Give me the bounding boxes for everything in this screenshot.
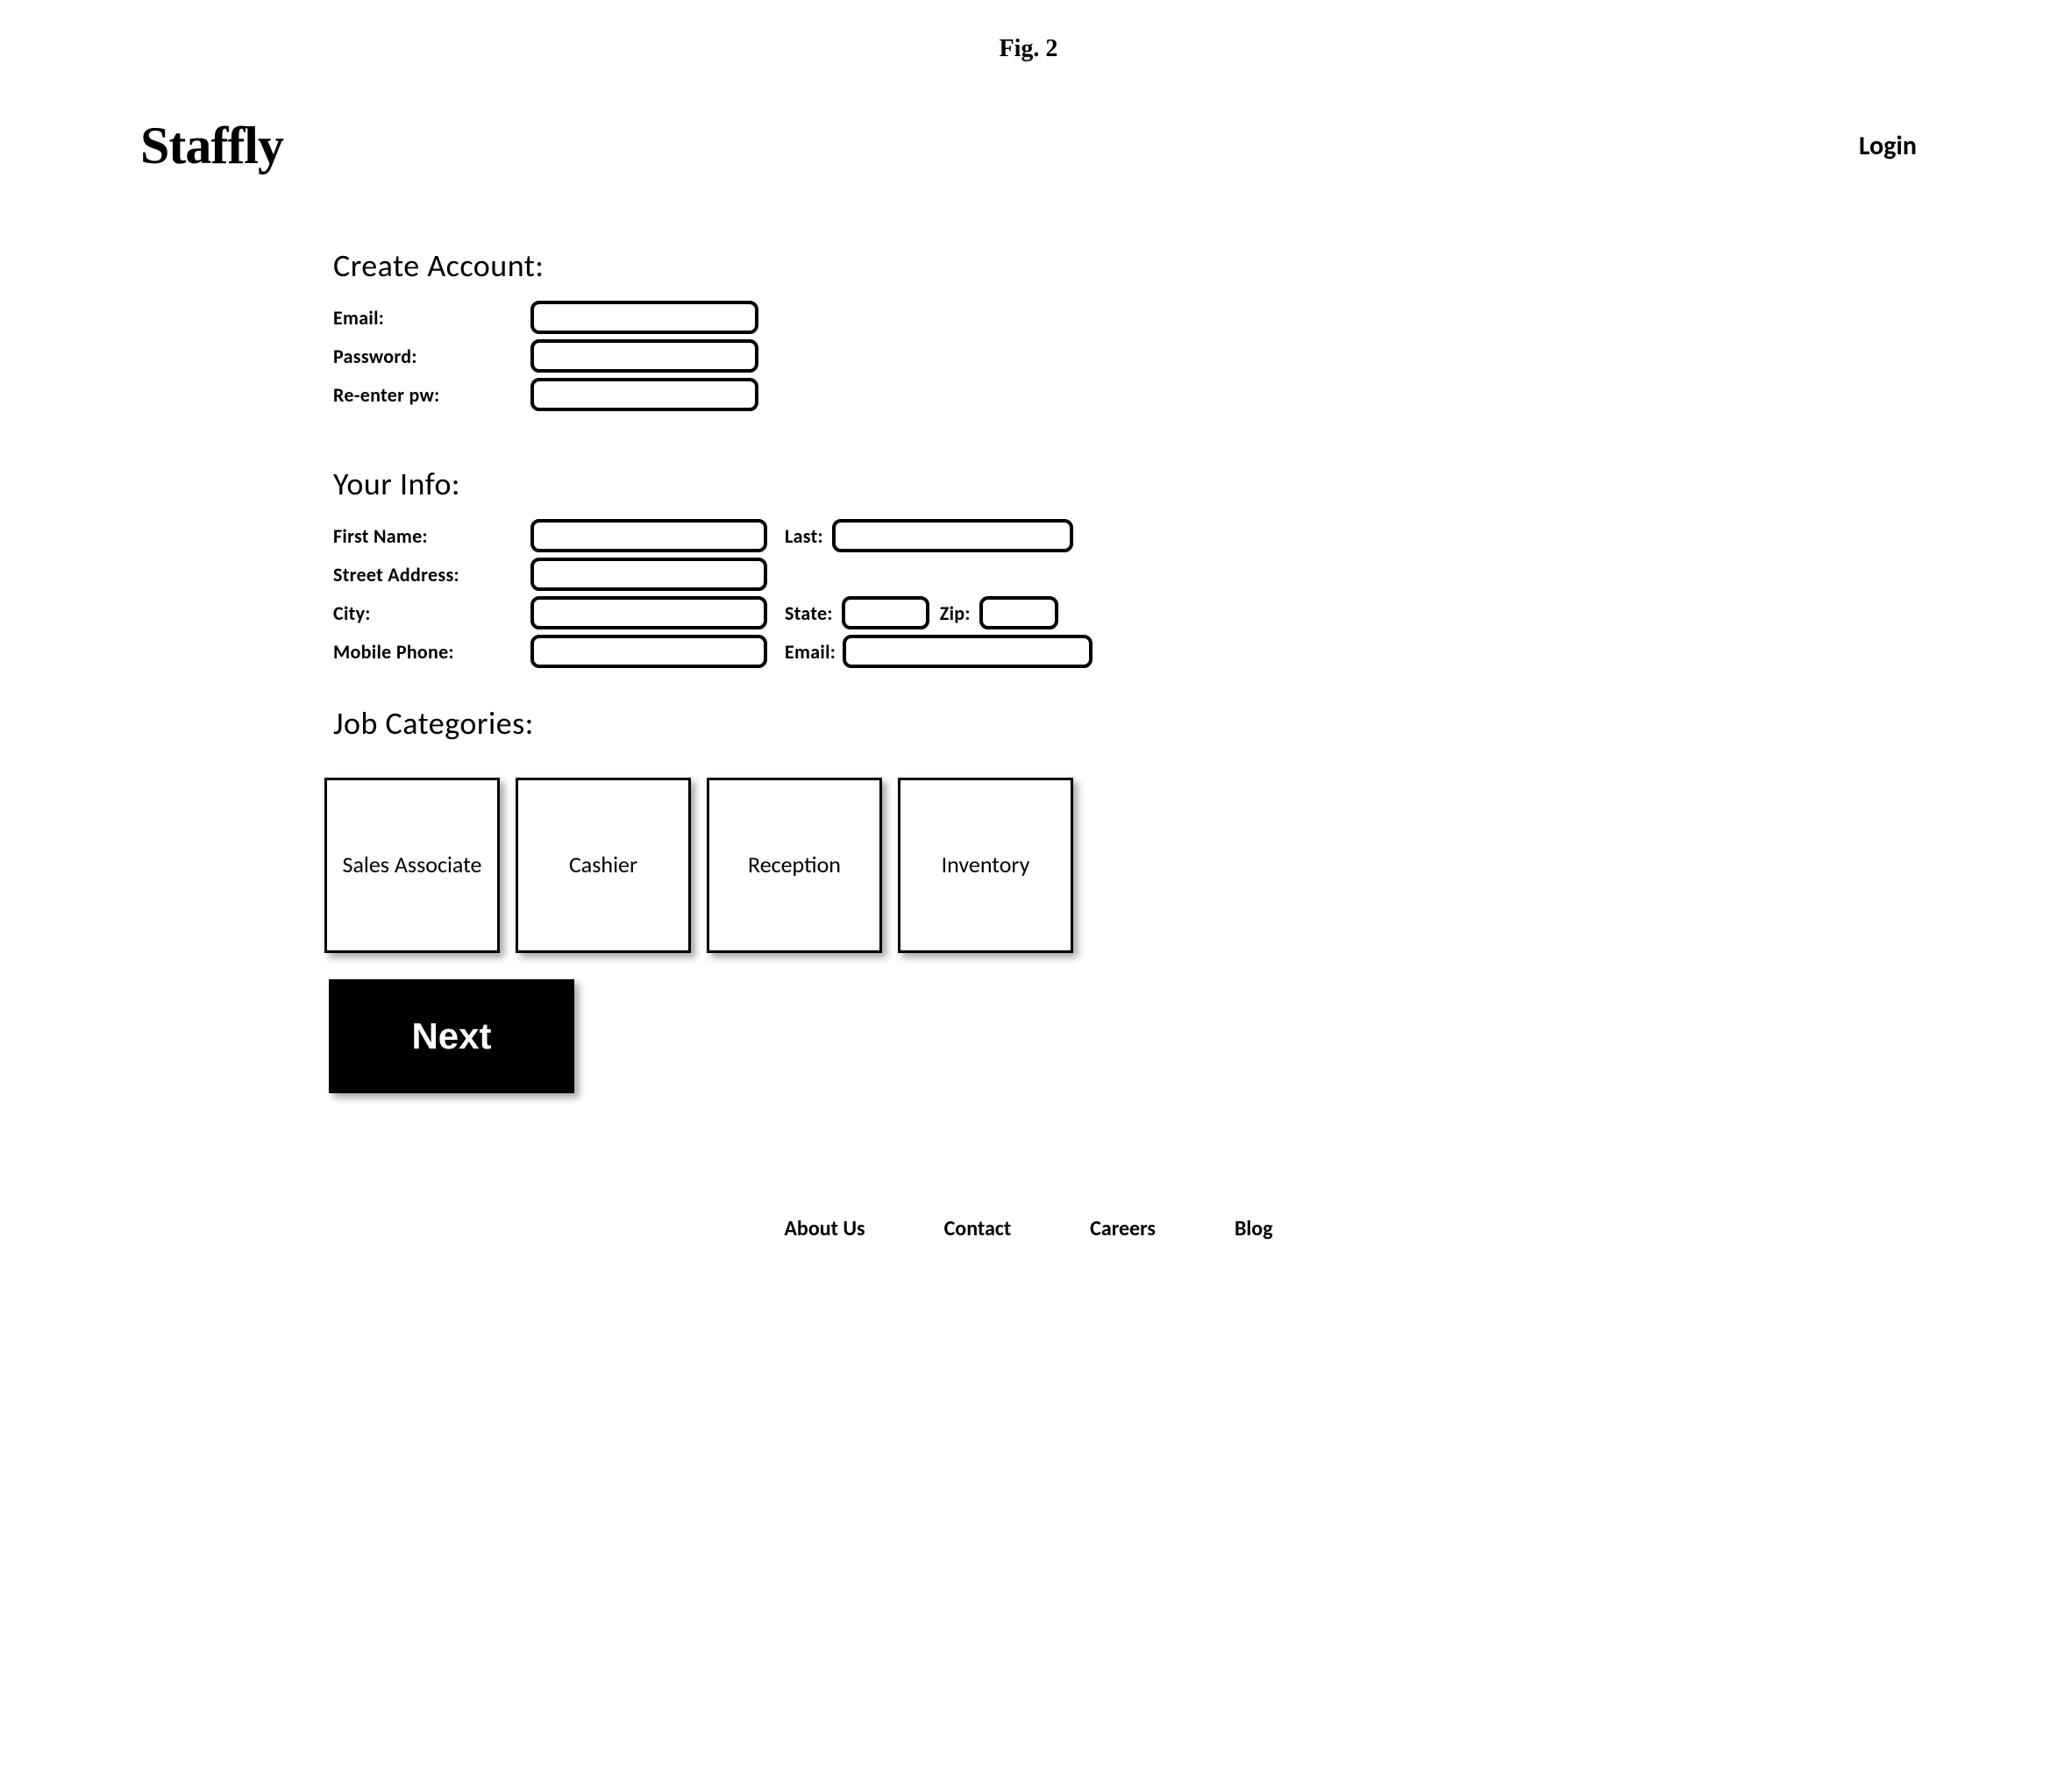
mobile-input[interactable]: [530, 635, 767, 668]
footer: About Us Contact Careers Blog: [140, 1216, 1917, 1241]
next-button[interactable]: Next: [329, 979, 574, 1093]
login-link[interactable]: Login: [1859, 130, 1917, 162]
state-input[interactable]: [842, 596, 929, 629]
zip-label: Zip:: [940, 601, 971, 625]
footer-blog[interactable]: Blog: [1235, 1216, 1273, 1241]
logo: Staffly: [140, 116, 283, 176]
zip-input[interactable]: [979, 596, 1058, 629]
header: Staffly Login: [140, 116, 1917, 176]
category-sales-associate[interactable]: Sales Associate: [324, 778, 500, 953]
category-inventory[interactable]: Inventory: [898, 778, 1073, 953]
email-input[interactable]: [530, 301, 758, 334]
info-email-group: Email:: [785, 635, 1093, 668]
last-name-input[interactable]: [832, 519, 1073, 552]
street-label: Street Address:: [333, 563, 530, 587]
password-input[interactable]: [530, 339, 758, 373]
mobile-row: Mobile Phone: Email:: [333, 635, 1298, 668]
email-label: Email:: [333, 306, 530, 330]
first-name-label: First Name:: [333, 524, 530, 548]
street-input[interactable]: [530, 558, 767, 591]
job-categories-heading: Job Categories:: [333, 704, 1298, 743]
mobile-label: Mobile Phone:: [333, 640, 530, 664]
street-row: Street Address:: [333, 558, 1298, 591]
email-row: Email:: [333, 301, 1298, 334]
footer-careers[interactable]: Careers: [1090, 1216, 1156, 1241]
reenter-label: Re-enter pw:: [333, 383, 530, 407]
city-label: City:: [333, 601, 530, 625]
first-name-input[interactable]: [530, 519, 767, 552]
footer-contact[interactable]: Contact: [944, 1216, 1012, 1241]
info-email-label: Email:: [785, 640, 836, 664]
city-row: City: State: Zip:: [333, 596, 1298, 629]
first-name-row: First Name: Last:: [333, 519, 1298, 552]
password-row: Password:: [333, 339, 1298, 373]
figure-label: Fig. 2: [140, 35, 1917, 63]
footer-about-us[interactable]: About Us: [784, 1216, 865, 1241]
create-account-heading: Create Account:: [333, 246, 1298, 285]
your-info-heading: Your Info:: [333, 465, 1298, 503]
last-name-group: Last:: [785, 519, 1073, 552]
reenter-password-input[interactable]: [530, 378, 758, 411]
state-zip-group: State: Zip:: [785, 596, 1058, 629]
form-container: Create Account: Email: Password: Re-ente…: [333, 246, 1298, 1093]
password-label: Password:: [333, 345, 530, 368]
city-input[interactable]: [530, 596, 767, 629]
state-label: State:: [785, 601, 833, 625]
reenter-row: Re-enter pw:: [333, 378, 1298, 411]
last-name-label: Last:: [785, 524, 823, 548]
category-reception[interactable]: Reception: [707, 778, 882, 953]
categories-row: Sales Associate Cashier Reception Invent…: [324, 778, 1298, 953]
category-cashier[interactable]: Cashier: [516, 778, 691, 953]
info-email-input[interactable]: [843, 635, 1093, 668]
